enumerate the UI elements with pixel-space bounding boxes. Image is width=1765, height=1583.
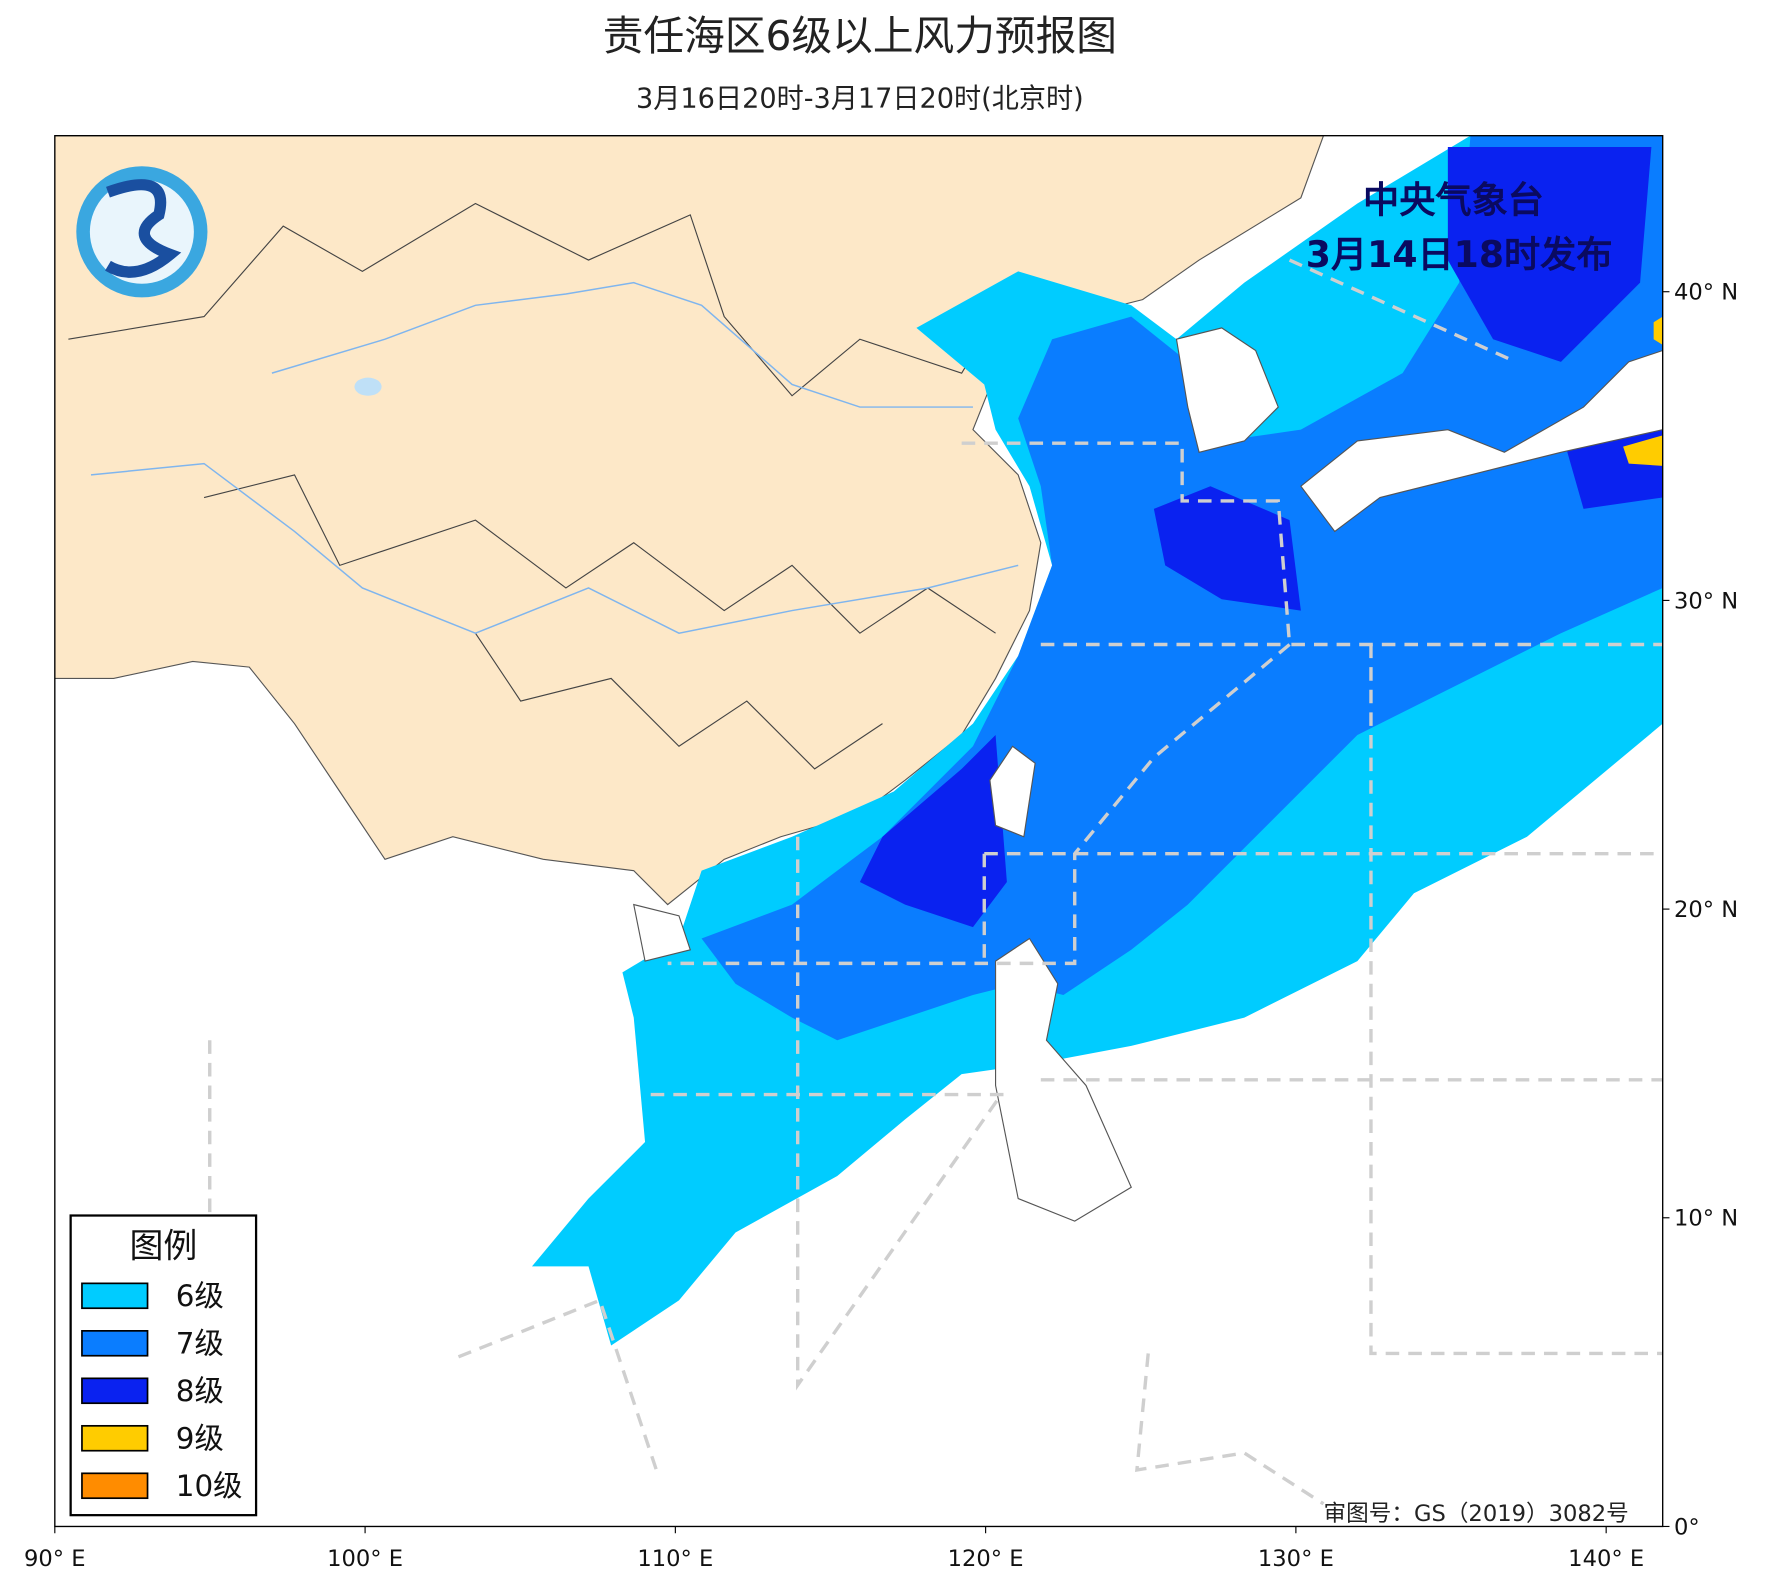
wind-8 xyxy=(1447,146,1652,362)
x-tick-label: 130° E xyxy=(1258,1546,1334,1572)
legend-swatch xyxy=(81,1330,149,1357)
y-tick-label: 20° N xyxy=(1674,897,1738,923)
province-borders xyxy=(203,474,996,634)
axes: 90° E 100° E 110° E 120° E 130° E 140° E 0° 10°… xyxy=(24,280,1738,1572)
wind-9 xyxy=(1623,435,1663,466)
title: 责任海区6级以上风力预报图 xyxy=(603,12,1117,60)
y-tick-label: 40° N xyxy=(1674,280,1738,306)
province-borders xyxy=(474,632,883,770)
lake xyxy=(354,377,382,396)
x-tick-label: 100° E xyxy=(327,1546,403,1572)
map-frame xyxy=(54,135,1664,1528)
river xyxy=(271,281,973,408)
subtitle: 3月16日20时-3月17日20时(北京时) xyxy=(636,83,1084,114)
legend-swatch xyxy=(81,1282,149,1310)
x-tick-label: 90° E xyxy=(24,1546,86,1572)
legend-label: 10级 xyxy=(176,1469,243,1503)
boundary-lines xyxy=(208,258,1663,1506)
japan-land xyxy=(1300,349,1663,533)
map xyxy=(54,135,1664,1528)
legend: 图例 6级 7级 8级 9级 10级 xyxy=(69,1214,258,1517)
issuer-name: 中央气象台 xyxy=(1363,179,1544,222)
issuer-time: 3月14日18时发布 xyxy=(1306,233,1613,276)
legend-swatch xyxy=(81,1377,149,1405)
wind-9 xyxy=(1653,316,1663,345)
legend-label: 6级 xyxy=(176,1279,224,1313)
korea-land xyxy=(1175,327,1279,453)
x-tick-label: 110° E xyxy=(637,1546,713,1572)
logo xyxy=(76,166,208,298)
river xyxy=(90,462,1019,634)
wind-8 xyxy=(859,734,1007,928)
hainan-land xyxy=(633,903,692,962)
legend-label: 8级 xyxy=(176,1374,224,1408)
wind-8 xyxy=(1153,486,1301,611)
x-tick-label: 120° E xyxy=(948,1546,1024,1572)
legend-label: 9级 xyxy=(176,1421,224,1455)
legend-swatch xyxy=(81,1472,149,1500)
y-tick-label: 0° xyxy=(1674,1514,1700,1540)
legend-swatch xyxy=(81,1424,149,1452)
x-tick-label: 140° E xyxy=(1568,1546,1644,1572)
legend-label: 7级 xyxy=(176,1326,224,1360)
province-borders xyxy=(68,202,997,397)
approval-number: 审图号：GS（2019）3082号 xyxy=(1324,1501,1629,1527)
taiwan-land xyxy=(989,745,1036,838)
y-tick-label: 30° N xyxy=(1674,588,1738,614)
y-tick-label: 10° N xyxy=(1674,1206,1738,1232)
legend-title: 图例 xyxy=(129,1226,197,1265)
legend-box xyxy=(69,1214,258,1517)
